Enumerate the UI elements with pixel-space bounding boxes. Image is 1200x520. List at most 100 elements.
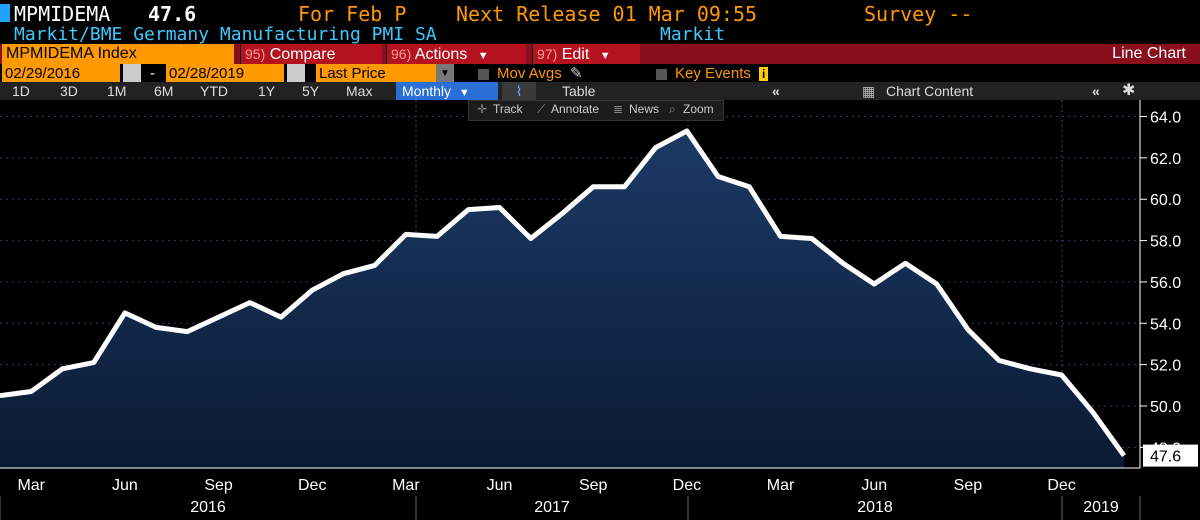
x-tick-label: Mar	[17, 477, 45, 494]
ticker-value: 47.6	[148, 2, 197, 26]
y-tick-label: 54.0	[1150, 316, 1181, 333]
mov-avgs-label: Mov Avgs	[497, 65, 562, 82]
collapse-icon[interactable]: «	[772, 83, 780, 99]
settings-gear-icon[interactable]: ✱	[1122, 82, 1136, 99]
frequency-dropdown-icon: ▼	[458, 87, 470, 99]
x-tick-label: Mar	[767, 477, 795, 494]
survey: Survey --	[864, 2, 973, 26]
actions-button[interactable]: 96) Actions ▼	[386, 44, 526, 64]
x-year-label: 2019	[1083, 499, 1119, 516]
key-events-checkbox[interactable]	[656, 68, 667, 80]
crosshair-icon: ✛	[477, 102, 488, 116]
y-tick-label: 60.0	[1150, 192, 1181, 209]
compare-shortcut: 95)	[245, 46, 266, 62]
key-events-label: Key Events	[675, 65, 751, 82]
chart-content-button[interactable]: Chart Content	[886, 83, 974, 99]
end-date-input[interactable]: 02/28/2019	[166, 64, 284, 83]
period-ytd[interactable]: YTD	[200, 83, 228, 99]
edit-shortcut: 97)	[537, 46, 558, 62]
start-calendar-icon[interactable]	[123, 64, 141, 83]
x-year-label: 2018	[857, 499, 893, 516]
edit-button[interactable]: 97) Edit ▼	[532, 44, 640, 64]
security-description: Markit/BME Germany Manufacturing PMI SA	[14, 24, 437, 45]
x-axis-background	[0, 468, 1200, 520]
mov-avgs-checkbox[interactable]	[478, 68, 489, 80]
news-icon: ≣	[613, 102, 624, 116]
x-tick-label: Dec	[1047, 477, 1075, 494]
chart-type-label[interactable]: Line Chart	[1112, 45, 1186, 62]
actions-shortcut: 96)	[391, 46, 412, 62]
frequency-select[interactable]: Monthly ▼	[396, 82, 498, 100]
y-tick-label: 56.0	[1150, 275, 1181, 292]
field-select-value: Last Price	[319, 65, 386, 82]
y-tick-label: 62.0	[1150, 151, 1181, 168]
y-axis-background	[1140, 100, 1200, 468]
security-marker-icon	[0, 4, 10, 22]
range-separator: -	[150, 65, 155, 82]
track-button[interactable]: Track	[493, 102, 523, 116]
x-tick-label: Sep	[954, 477, 983, 494]
table-button[interactable]: Table	[562, 83, 596, 99]
annotate-button[interactable]: Annotate	[551, 102, 600, 116]
pencil-icon[interactable]: ✎	[569, 65, 583, 82]
x-axis: Mar Jun Sep Dec Mar Jun Sep Dec Mar Jun Sep Dec 2016…	[0, 467, 1200, 520]
x-tick-label: Mar	[392, 477, 420, 494]
y-tick-label: 52.0	[1150, 358, 1181, 375]
x-tick-label: Sep	[204, 477, 233, 494]
chart-tools: ✛ Track ⟋ Annotate ≣ News ⌕ Zoom	[468, 100, 724, 121]
annotate-icon: ⟋	[537, 102, 546, 116]
period-5y[interactable]: 5Y	[302, 83, 320, 99]
date-range-bar: 02/29/2016 - 02/28/2019 Last Price ▼ Mov…	[0, 64, 1200, 83]
frequency-value: Monthly	[402, 83, 452, 99]
x-tick-label: Jun	[861, 477, 887, 494]
chart-toolbar: MPMIDEMA Index 95) Compare 96) Actions ▼…	[0, 44, 1200, 64]
news-button[interactable]: News	[629, 102, 660, 116]
x-tick-label: Jun	[487, 477, 513, 494]
y-tick-label: 50.0	[1150, 399, 1181, 416]
y-tick-label: 58.0	[1150, 234, 1181, 251]
end-calendar-icon[interactable]	[287, 64, 305, 83]
security-field[interactable]: MPMIDEMA Index	[2, 44, 234, 64]
zoom-icon: ⌕	[669, 102, 676, 116]
line-chart-icon[interactable]: ⌇	[502, 82, 536, 100]
period-1y[interactable]: 1Y	[258, 83, 276, 99]
x-tick-label: Dec	[298, 477, 326, 494]
period-6m[interactable]: 6M	[154, 83, 174, 99]
y-tick-label: 64.0	[1150, 110, 1181, 127]
period-3d[interactable]: 3D	[60, 83, 78, 99]
end-date-value: 02/28/2019	[169, 65, 245, 82]
field-select[interactable]: Last Price	[316, 64, 436, 83]
x-tick-label: Dec	[673, 477, 701, 494]
start-date-input[interactable]: 02/29/2016	[2, 64, 120, 83]
chart-content-icon: ▦	[862, 83, 876, 99]
ticker-symbol: MPMIDEMA	[14, 2, 111, 26]
period-max[interactable]: Max	[346, 83, 373, 99]
actions-dropdown-icon: ▼	[477, 50, 489, 62]
field-dropdown-icon[interactable]: ▼	[436, 64, 454, 83]
last-value-marker: 47.6	[1143, 444, 1198, 467]
ticker-header: MPMIDEMA 47.6 For Feb P Next Release 01 …	[0, 0, 1200, 26]
last-value-label: 47.6	[1150, 449, 1181, 466]
last-value-box	[1143, 444, 1198, 467]
period-1m[interactable]: 1M	[107, 83, 127, 99]
area-fill	[0, 131, 1124, 468]
pmi-line-chart[interactable]: 48.050.052.054.056.058.060.062.064.0 Mar…	[0, 100, 1200, 520]
x-tick-label: Jun	[112, 477, 138, 494]
x-year-label: 2016	[190, 499, 226, 516]
actions-label: Actions	[414, 46, 468, 63]
x-tick-label: Sep	[579, 477, 608, 494]
edit-dropdown-icon: ▼	[599, 50, 611, 62]
key-events-toggle[interactable]: Key Events i	[656, 64, 769, 84]
for-period: For Feb P	[298, 2, 407, 26]
compare-button[interactable]: 95) Compare	[240, 44, 382, 64]
edit-label: Edit	[561, 46, 590, 63]
period-1d[interactable]: 1D	[12, 83, 30, 99]
info-icon[interactable]: i	[759, 67, 769, 81]
period-bar: 1D 3D 1M 6M YTD 1Y 5Y Max Monthly ▼ ⌇ Ta…	[0, 82, 1200, 100]
mov-avgs-toggle[interactable]: Mov Avgs ✎	[478, 64, 583, 84]
compare-label: Compare	[269, 46, 336, 63]
collapse-right-icon[interactable]: «	[1092, 83, 1100, 99]
security-field-value: MPMIDEMA Index	[6, 45, 137, 62]
data-source: Markit	[660, 24, 726, 45]
zoom-button[interactable]: Zoom	[683, 102, 714, 116]
